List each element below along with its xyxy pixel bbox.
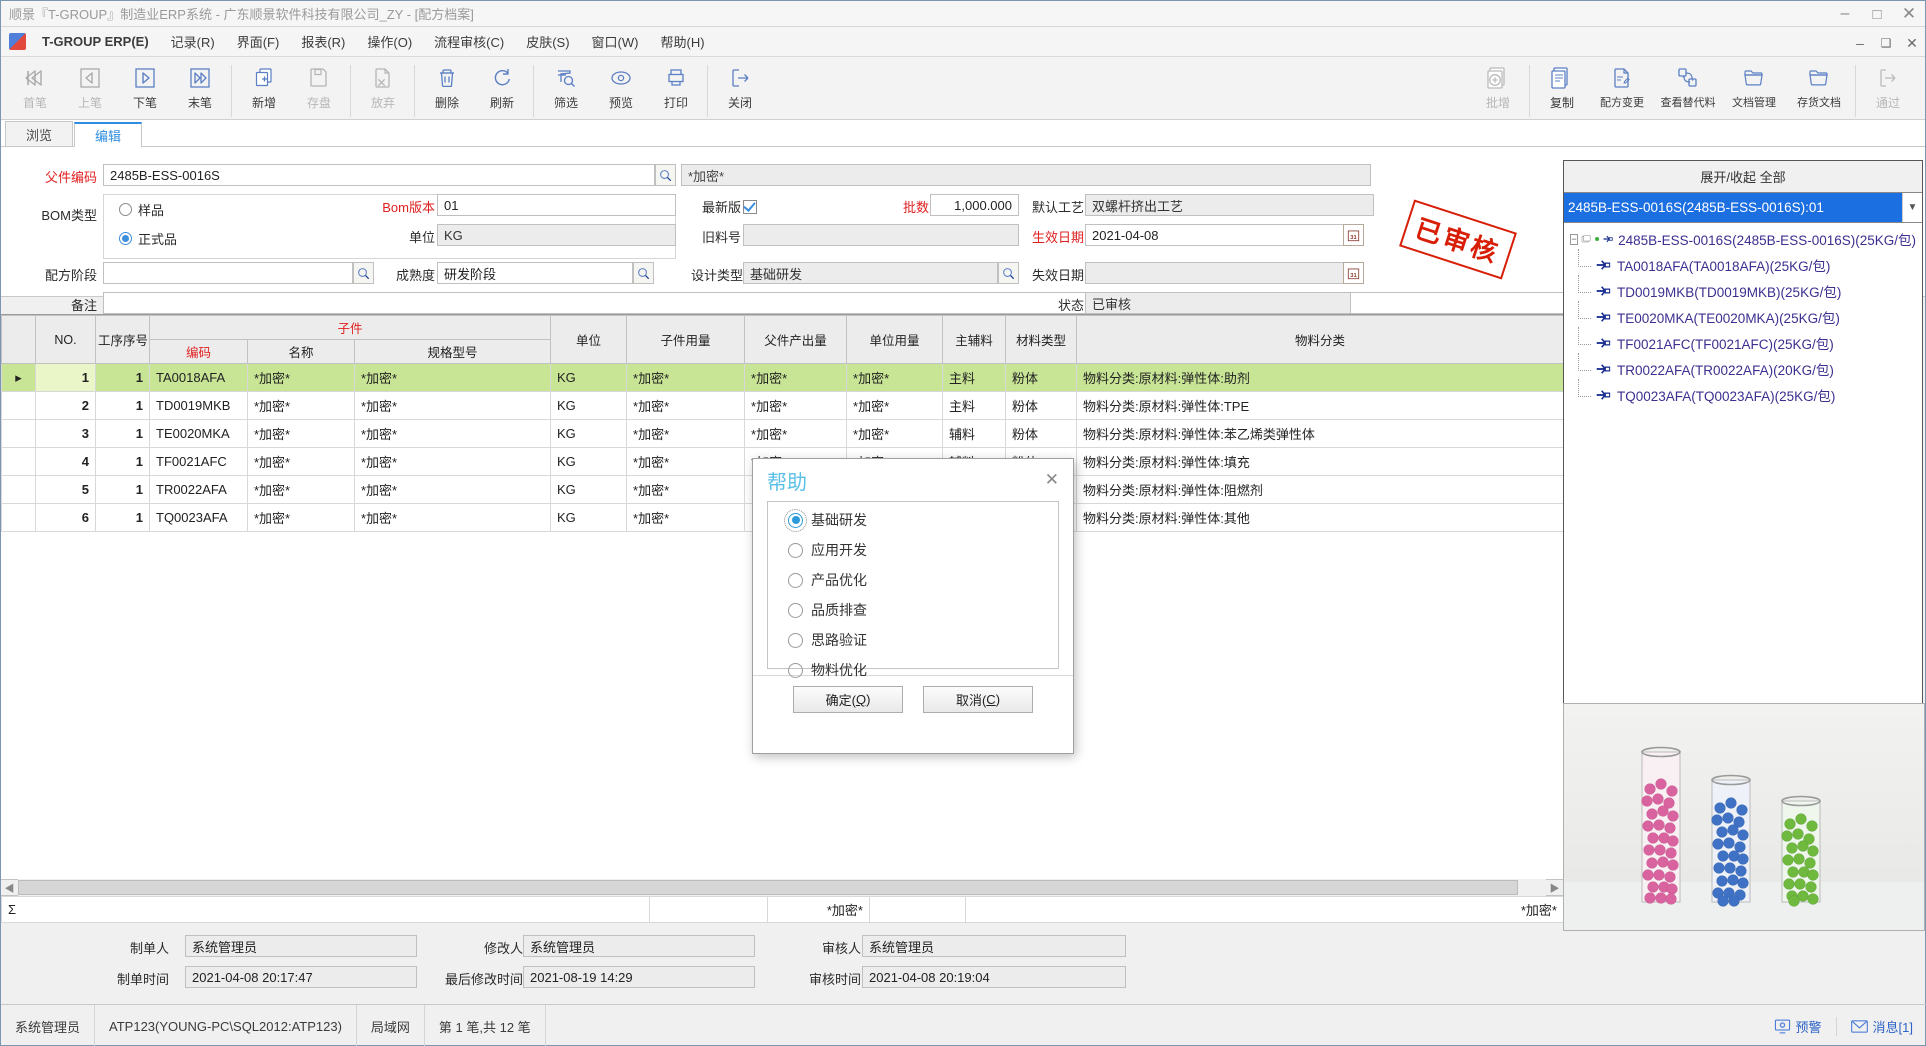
svg-text:31: 31	[1350, 272, 1357, 278]
svg-text:31: 31	[1350, 234, 1357, 240]
